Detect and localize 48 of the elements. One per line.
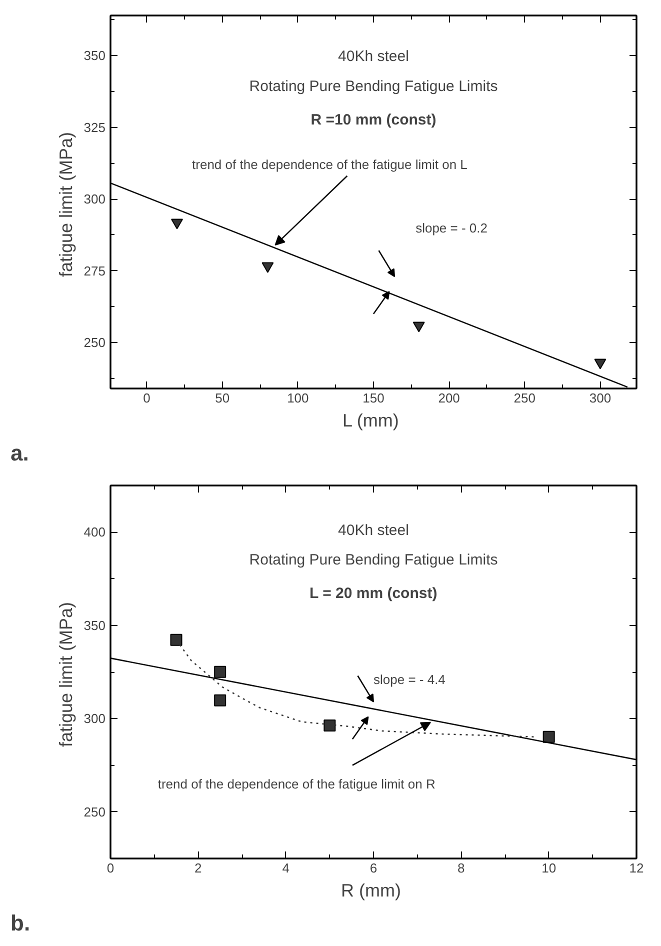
x-tick-label: 4 xyxy=(282,860,290,876)
y-axis-title: fatigue limit (MPa) xyxy=(56,602,76,748)
y-tick-label: 300 xyxy=(84,192,106,207)
y-tick-label: 300 xyxy=(84,711,106,726)
y-tick-label: 250 xyxy=(84,335,106,350)
x-tick-label: 10 xyxy=(542,860,556,876)
point xyxy=(594,358,606,370)
y-tick-label: 400 xyxy=(84,524,106,540)
point xyxy=(171,218,184,230)
annotation: slope = - 0.2 xyxy=(416,220,488,236)
y-tick-label: 275 xyxy=(84,263,106,278)
annotation: slope = - 4.4 xyxy=(374,672,446,687)
point xyxy=(324,720,336,732)
x-tick-label: 8 xyxy=(458,860,465,876)
x-tick-label: 50 xyxy=(215,390,230,406)
point xyxy=(214,694,226,706)
y-tick-label: 250 xyxy=(84,804,106,820)
point xyxy=(542,730,555,743)
point xyxy=(170,634,182,646)
x-tick-label: 12 xyxy=(629,860,644,876)
x-tick-label: 200 xyxy=(438,390,460,406)
x-tick-label: 100 xyxy=(287,390,309,406)
text: Rotating Pure Bending Fatigue Limits xyxy=(249,78,498,95)
x-axis-title: R (mm) xyxy=(341,880,401,900)
point xyxy=(262,262,274,273)
text: 40Kh steel xyxy=(338,522,409,539)
x-tick-label: 300 xyxy=(589,390,612,406)
annotation: L = 20 mm (const) xyxy=(310,585,438,602)
x-tick-label: 0 xyxy=(106,860,114,876)
x-tick-label: 0 xyxy=(143,390,150,406)
annotation: trend of the dependence of the fatigue limit on L xyxy=(192,157,468,172)
annotation: R =10 mm (const) xyxy=(310,111,436,128)
text: 40Kh steel xyxy=(338,48,409,66)
y-tick-label: 350 xyxy=(84,618,106,633)
x-tick-label: 6 xyxy=(370,860,378,876)
x-axis-title: L (mm) xyxy=(342,410,399,430)
x-tick-label: 250 xyxy=(514,390,536,406)
text: b. xyxy=(10,910,30,936)
y-axis-title: fatigue limit (MPa) xyxy=(56,132,76,278)
text: Rotating Pure Bending Fatigue Limits xyxy=(249,552,498,569)
point xyxy=(412,322,425,332)
text: a. xyxy=(10,440,29,466)
annotation: trend of the dependence of the fatigue limit on R xyxy=(158,776,436,792)
y-tick-label: 350 xyxy=(84,48,106,64)
y-tick-label: 325 xyxy=(84,120,106,135)
x-tick-label: 150 xyxy=(362,390,384,406)
x-tick-label: 2 xyxy=(194,860,202,876)
point xyxy=(214,666,226,678)
